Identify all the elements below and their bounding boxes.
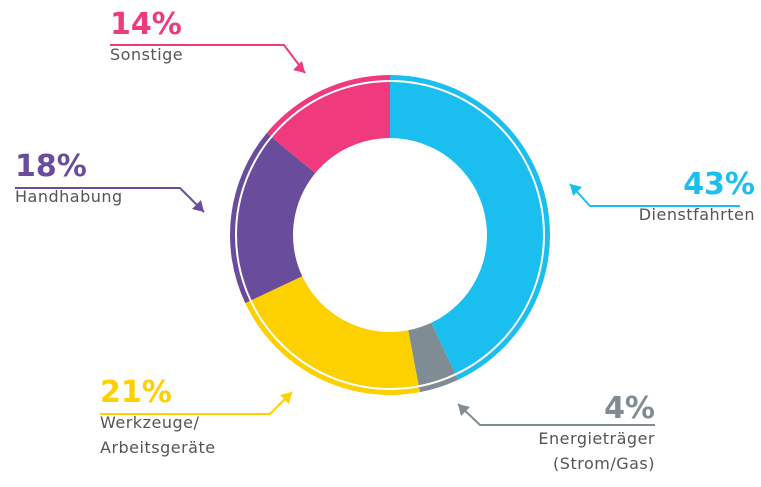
- category-label: Energieträger (Strom/Gas): [538, 429, 655, 473]
- category-label: Sonstige: [110, 45, 184, 64]
- donut-segment: [408, 322, 459, 393]
- value-label: 18%: [15, 149, 87, 184]
- category-label: Dienstfahrten: [638, 205, 755, 224]
- value-label: 4%: [604, 391, 655, 426]
- segment-label: 14% Sonstige: [110, 8, 310, 67]
- arrow-head: [570, 184, 582, 196]
- arrow-head: [280, 392, 292, 404]
- donut-segment: [390, 75, 550, 380]
- donut-segment: [266, 75, 390, 174]
- arrow-head: [458, 404, 470, 416]
- donut-segment: [245, 276, 420, 395]
- arrow-head: [192, 200, 204, 212]
- value-label: 21%: [100, 375, 172, 410]
- ring-line: [235, 80, 545, 390]
- leader-line: [15, 187, 205, 213]
- segment-label: 43% Dienstfahrten: [455, 168, 755, 227]
- value-label: 14%: [110, 7, 182, 42]
- segment-label: 4% Energieträger (Strom/Gas): [355, 392, 655, 476]
- value-label: 43%: [683, 167, 755, 202]
- segment-label: 21% Werkzeuge/ Arbeitsgeräte: [100, 376, 230, 460]
- arrow-head: [293, 61, 305, 73]
- donut-segment: [230, 133, 316, 304]
- leader-line: [110, 44, 306, 74]
- category-label: Werkzeuge/ Arbeitsgeräte: [100, 413, 216, 457]
- segment-label: 18% Handhabung: [15, 150, 215, 209]
- category-label: Handhabung: [15, 187, 123, 206]
